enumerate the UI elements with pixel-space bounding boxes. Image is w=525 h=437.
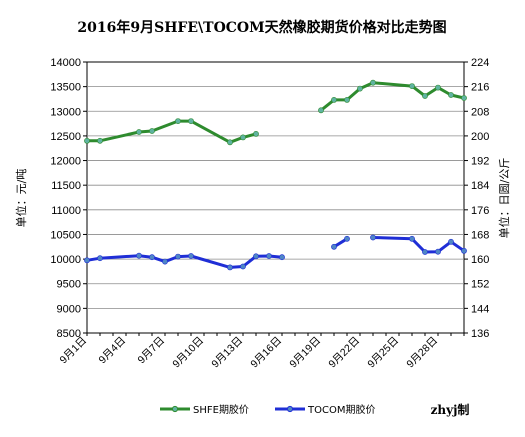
y-right-tick-label: 192: [471, 156, 489, 168]
series-tocom-point: [279, 254, 285, 261]
series-tocom-point: [461, 247, 467, 254]
series-shfe-point: [84, 137, 90, 144]
legend-tocom-marker: [286, 405, 294, 413]
series-tocom-point: [149, 254, 155, 261]
series-tocom-point: [188, 253, 194, 259]
series-tocom-point: [344, 235, 350, 242]
series-tocom-point: [136, 252, 142, 259]
series-shfe-point: [136, 129, 142, 135]
series-shfe-point: [227, 139, 233, 146]
y-left-tick-label: 11000: [51, 205, 81, 217]
series-tocom-line: [85, 254, 284, 269]
y-left-tick-label: 12500: [50, 131, 81, 143]
series-shfe-point: [97, 137, 103, 144]
series-tocom-point: [331, 243, 337, 250]
y-right-tick-label: 224: [471, 57, 489, 69]
series-tocom-point: [97, 255, 103, 262]
x-tick-label: 9月4日: [97, 335, 129, 367]
series-shfe-point: [149, 128, 155, 134]
series-shfe-point: [461, 95, 467, 101]
legend-tocom-label: TOCOM期胶价: [307, 403, 375, 416]
series-shfe-point: [370, 79, 376, 86]
legend-shfe-marker: [171, 405, 179, 413]
x-tick-label: 9月7日: [136, 335, 168, 367]
legend: SHFE期胶价 TOCOM期胶价: [160, 403, 375, 416]
y-right-tick-label: 144: [471, 303, 489, 315]
chart-credit: zhyj制: [431, 402, 470, 417]
y-right-tick-label: 184: [471, 180, 489, 192]
series-tocom-point: [227, 264, 233, 271]
y-axis-right-label: 单位：日圆/公斤: [497, 158, 511, 239]
series-shfe-point: [331, 97, 337, 103]
y-left-tick-label: 9000: [57, 303, 81, 315]
series-tocom-point: [435, 248, 441, 255]
y-right-tick-label: 200: [471, 131, 489, 143]
series-tocom-point: [448, 238, 454, 245]
series-tocom-point: [409, 235, 415, 242]
series-shfe-line: [85, 119, 258, 144]
series-tocom-point: [266, 253, 272, 259]
series-shfe-line: [319, 81, 466, 112]
x-tick-label: 9月22日: [326, 335, 362, 371]
x-tick-label: 9月28日: [404, 335, 440, 371]
y-right-tick-label: 176: [471, 205, 489, 217]
x-tick-label: 9月10日: [170, 335, 206, 371]
y-left-tick-label: 11500: [51, 180, 81, 192]
series-shfe-point: [357, 85, 363, 92]
y-left-tick-label: 10000: [50, 254, 81, 266]
y-right-tick-label: 216: [471, 82, 489, 94]
series-tocom-point: [240, 263, 246, 270]
y-left-tick-label: 10500: [50, 229, 81, 241]
series-shfe-point: [175, 118, 181, 124]
y-left-tick-label: 13000: [50, 106, 81, 118]
series-shfe-point: [409, 83, 415, 89]
series-shfe-point: [318, 107, 324, 114]
y-left-tick-label: 9500: [57, 279, 81, 291]
series-tocom-point: [370, 234, 376, 241]
series-shfe-point: [422, 93, 428, 99]
x-tick-label: 9月13日: [209, 335, 245, 371]
chart-title: 2016年9月SHFE\TOCOM天然橡胶期货价格对比走势图: [77, 19, 446, 36]
series-shfe-point: [253, 130, 259, 137]
series-shfe-point: [344, 97, 350, 103]
x-tick-label: 9月25日: [365, 335, 401, 371]
y-axis-left-label: 单位：元/吨: [14, 169, 28, 228]
y-right-tick-label: 152: [471, 279, 489, 291]
y-left-tick-label: 12000: [50, 156, 81, 168]
y-left-tick-label: 14000: [50, 57, 81, 69]
series-shfe-point: [448, 92, 454, 98]
y-right-tick-label: 168: [471, 229, 489, 241]
plot-area: 14000 13500 13000 12500 12000 11500 11000 10500…: [50, 57, 489, 370]
series-tocom-point: [253, 253, 259, 260]
legend-shfe-label: SHFE期胶价: [193, 403, 249, 416]
series-tocom-point: [422, 249, 428, 255]
y-right-tick-label: 160: [471, 254, 489, 266]
y-right-tick-label: 208: [471, 106, 489, 118]
x-tick-label: 9月16日: [248, 335, 284, 371]
series-shfe-point: [240, 134, 246, 141]
y-left-tick-label: 13500: [50, 82, 81, 94]
series-tocom-point: [162, 258, 168, 265]
series-tocom-point: [84, 257, 90, 264]
plot-frame: [86, 61, 465, 334]
series-shfe-point: [435, 84, 441, 91]
y-right-tick-label: 136: [471, 328, 489, 340]
x-tick-label: 9月19日: [287, 335, 323, 371]
series-shfe-point: [188, 118, 194, 124]
y-left-tick-label: 8500: [57, 328, 81, 340]
series-tocom-point: [175, 253, 181, 260]
